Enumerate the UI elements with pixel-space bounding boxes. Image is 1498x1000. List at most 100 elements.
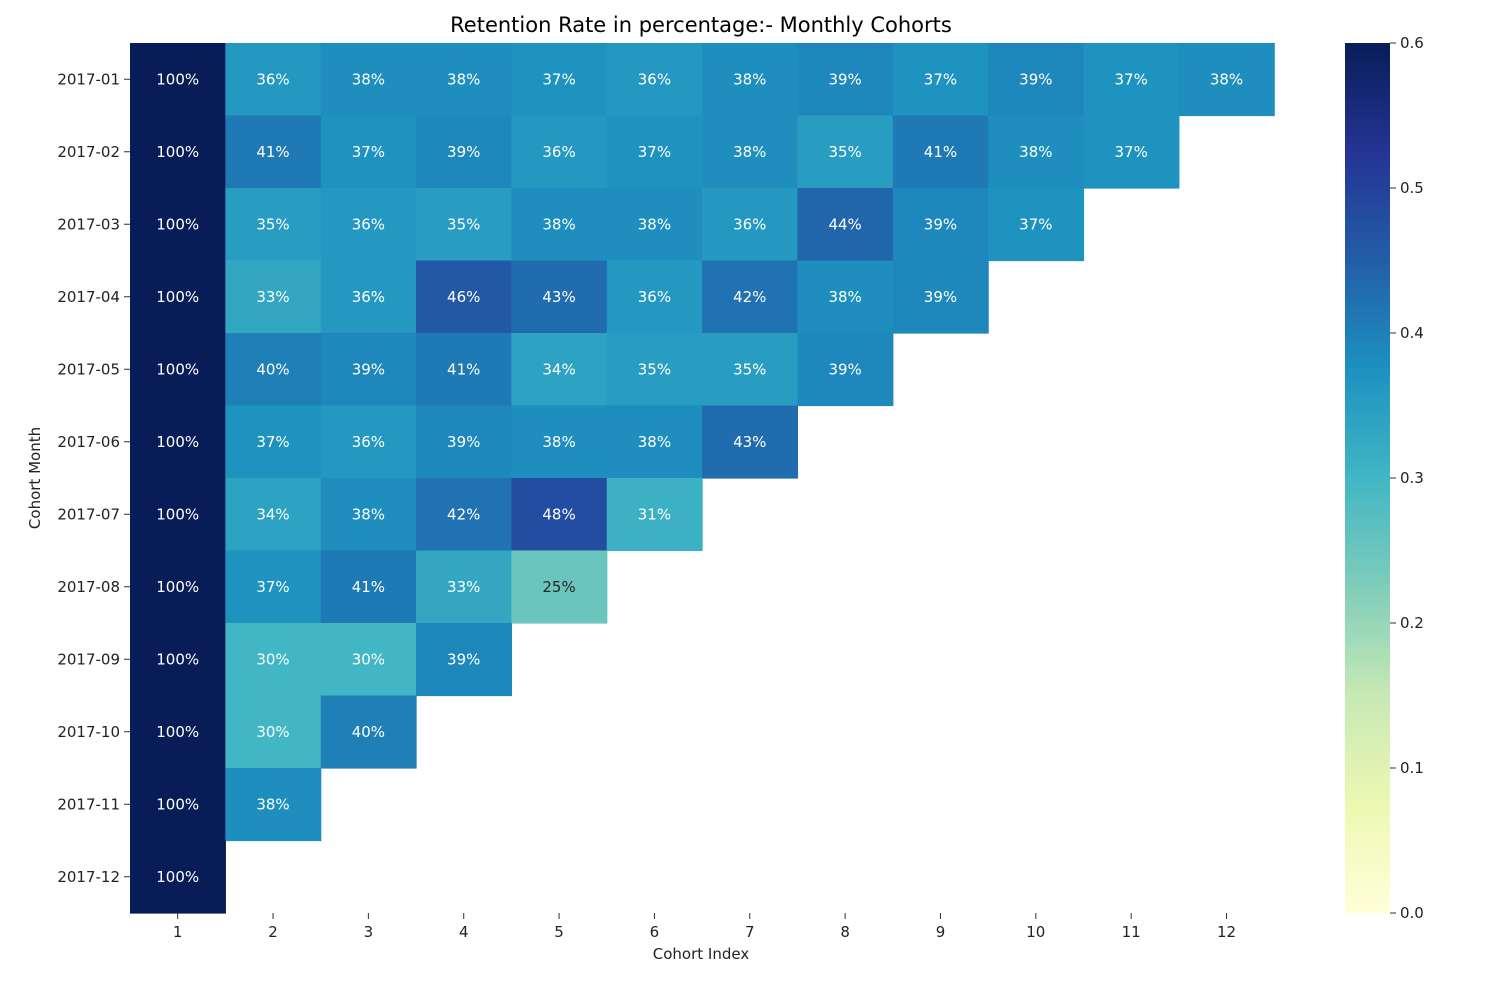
heatmap-cell — [702, 405, 799, 479]
x-tick-label: 10 — [1026, 923, 1045, 941]
cell-annotation: 36% — [638, 70, 671, 88]
y-tick-label: 2017-10 — [57, 723, 120, 741]
heatmap-cell — [225, 260, 322, 334]
x-axis-label: Cohort Index — [653, 945, 750, 963]
cell-annotation: 43% — [542, 288, 575, 306]
heatmap-cell — [797, 43, 894, 117]
heatmap-cell — [1178, 43, 1275, 117]
y-tick-label: 2017-06 — [57, 433, 120, 451]
heatmap-cell — [416, 188, 512, 262]
colorbar-tick-label: 0.2 — [1400, 614, 1424, 632]
heatmap-cell — [225, 478, 322, 552]
heatmap-cell — [225, 550, 322, 624]
heatmap-cell — [225, 43, 322, 117]
cell-annotation: 38% — [352, 70, 385, 88]
cell-annotation: 100% — [156, 143, 199, 161]
cell-annotation: 37% — [1019, 215, 1052, 233]
heatmap-cell — [892, 188, 989, 262]
cell-annotation: 100% — [156, 288, 199, 306]
cell-annotation: 37% — [256, 578, 289, 596]
cell-annotation: 40% — [352, 723, 385, 741]
heatmap-cell — [130, 550, 226, 624]
cell-annotation: 39% — [828, 70, 861, 88]
heatmap-cell — [511, 115, 608, 189]
heatmap-cell — [606, 405, 703, 479]
y-tick-label: 2017-03 — [57, 215, 120, 233]
y-tick-label: 2017-05 — [57, 360, 120, 378]
cell-annotation: 100% — [156, 70, 199, 88]
cell-annotation: 36% — [638, 288, 671, 306]
heatmap-cell — [225, 768, 322, 842]
cell-annotation: 34% — [256, 505, 289, 523]
y-tick-label: 2017-07 — [57, 505, 120, 523]
heatmap-cell — [320, 188, 417, 262]
cell-annotation: 39% — [924, 215, 957, 233]
cell-annotation: 39% — [447, 143, 480, 161]
cell-annotation: 39% — [352, 360, 385, 378]
cell-annotation: 35% — [447, 215, 480, 233]
heatmap-cell — [320, 623, 417, 697]
heatmap-cell — [130, 115, 226, 189]
heatmap-cell — [416, 115, 512, 189]
heatmap-cell — [225, 333, 322, 407]
cell-annotation: 44% — [828, 215, 861, 233]
cell-annotation: 41% — [924, 143, 957, 161]
heatmap-cell — [606, 333, 703, 407]
cell-annotation: 46% — [447, 288, 480, 306]
heatmap-cell — [130, 478, 226, 552]
heatmap-cell — [130, 623, 226, 697]
heatmap-cell — [892, 43, 989, 117]
heatmap-cell — [416, 550, 512, 624]
cell-annotation: 35% — [256, 215, 289, 233]
cell-annotation: 37% — [256, 433, 289, 451]
cell-annotation: 30% — [256, 650, 289, 668]
heatmap-cell — [1083, 115, 1180, 189]
cell-annotation: 41% — [352, 578, 385, 596]
heatmap-cell — [320, 695, 417, 769]
colorbar-ticks: 0.0 0.1 0.2 0.3 0.4 0.5 0.6 — [1390, 34, 1424, 922]
cell-annotation: 38% — [1210, 70, 1243, 88]
heatmap-cell — [511, 260, 608, 334]
heatmap-cell — [702, 333, 799, 407]
cell-annotation: 100% — [156, 650, 199, 668]
cell-annotation: 38% — [638, 215, 671, 233]
heatmap-cell — [511, 478, 608, 552]
heatmap-cell — [225, 188, 322, 262]
heatmap-cell — [130, 840, 226, 914]
cell-annotation: 34% — [542, 360, 575, 378]
heatmap-cell — [416, 260, 512, 334]
heatmap-cell — [511, 188, 608, 262]
x-tick-label: 7 — [745, 923, 755, 941]
heatmap-annotations: 100% 36% 38% 38% 37% 36% 38% 39% 37% 39% 37% 38% 100… — [156, 70, 1243, 886]
cell-annotation: 37% — [1114, 70, 1147, 88]
cell-annotation: 100% — [156, 795, 199, 813]
cell-annotation: 37% — [352, 143, 385, 161]
cell-annotation: 41% — [447, 360, 480, 378]
heatmap-cell — [225, 623, 322, 697]
heatmap-cell — [130, 260, 226, 334]
heatmap-cell — [702, 188, 799, 262]
x-tick-label: 5 — [554, 923, 564, 941]
heatmap-cell — [130, 768, 226, 842]
cell-annotation: 43% — [733, 433, 766, 451]
y-tick-label: 2017-04 — [57, 288, 120, 306]
heatmap-cell — [702, 115, 799, 189]
x-tick-label: 2 — [268, 923, 278, 941]
y-axis-label: Cohort Month — [26, 427, 44, 529]
heatmap-cell — [320, 43, 417, 117]
heatmap-cell — [606, 115, 703, 189]
heatmap-cell — [320, 260, 417, 334]
heatmap-cell — [797, 333, 894, 407]
x-axis: 1 2 3 4 5 6 7 8 9 10 11 12 — [173, 913, 1236, 941]
heatmap-cell — [130, 188, 226, 262]
cell-annotation: 37% — [924, 70, 957, 88]
colorbar-tick-label: 0.5 — [1400, 179, 1424, 197]
cell-annotation: 31% — [638, 505, 671, 523]
x-tick-label: 6 — [650, 923, 660, 941]
colorbar-tick-label: 0.4 — [1400, 324, 1424, 342]
cell-annotation: 100% — [156, 723, 199, 741]
colorbar-tick-label: 0.0 — [1400, 904, 1424, 922]
cell-annotation: 42% — [733, 288, 766, 306]
x-tick-label: 3 — [364, 923, 374, 941]
heatmap-cell — [797, 188, 894, 262]
